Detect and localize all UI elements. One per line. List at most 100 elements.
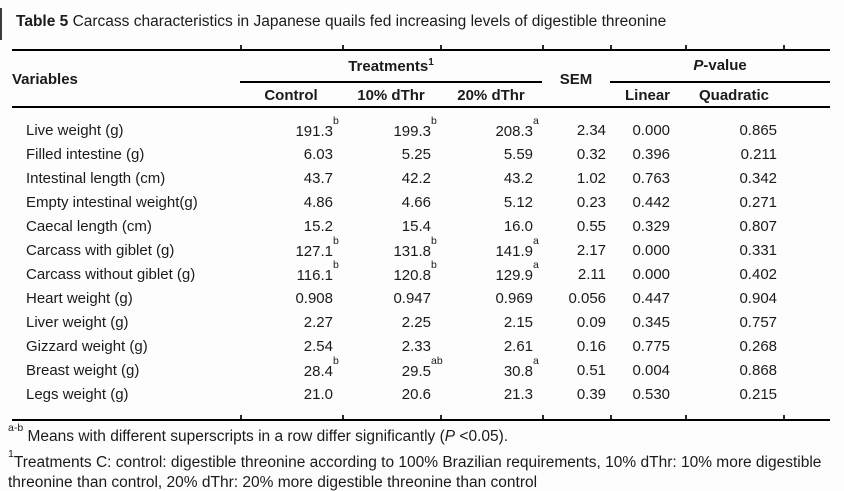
scan-artifact — [0, 8, 2, 40]
header-group-row: Variables Treatments1 SEM P-value — [12, 50, 831, 88]
row-label: Filled intestine (g) — [26, 145, 145, 163]
treatment-value: 43.2 — [440, 166, 542, 190]
value-number: 127.1 — [295, 242, 333, 260]
table-row: Heart weight (g) 0.908 0.947 0.969 0.056 0.44… — [12, 286, 830, 310]
treatment-value: 2.27 — [240, 310, 342, 334]
row-spacer-cell — [783, 190, 830, 214]
value-number: 0.969 — [495, 289, 534, 307]
treatment-value: 15.2 — [240, 214, 342, 238]
treatment-value: 120.8b — [393, 258, 437, 284]
p-quadratic-value: 0.268 — [739, 337, 778, 355]
treatment-value: 141.9a — [495, 234, 539, 260]
value-number: 199.3 — [393, 122, 431, 140]
value-number: 129.9 — [495, 266, 534, 284]
row-label: Caecal length (cm) — [26, 217, 152, 235]
value-number: 4.66 — [401, 193, 431, 211]
treatment-value: 199.3b — [393, 114, 437, 140]
sem-value: 0.55 — [576, 217, 607, 235]
row-spacer-cell — [783, 382, 830, 406]
treatment-value: 21.0 — [240, 382, 342, 406]
row-label: Gizzard weight (g) — [26, 337, 148, 355]
table-header: Variables Treatments1 SEM P-value Contro… — [12, 50, 831, 108]
p-linear-value: 0.329 — [632, 217, 671, 235]
header-bottom-rule — [12, 106, 830, 108]
column-header-spacer — [783, 82, 830, 108]
p-linear-value: 0.004 — [632, 361, 671, 379]
row-spacer-cell — [783, 286, 830, 310]
row-label: Intestinal length (cm) — [26, 169, 166, 187]
row-label: Breast weight (g) — [26, 361, 140, 379]
footnote-significance-end: <0.05). — [455, 428, 509, 446]
column-header-control: Control — [264, 87, 318, 104]
row-spacer-cell — [783, 358, 830, 382]
treatment-value: 127.1b — [295, 234, 339, 260]
value-number: 43.2 — [503, 169, 534, 187]
table-body: Live weight (g) 191.3b 199.3b 208.3a 2.34 0.0… — [12, 108, 830, 406]
column-boundary-tick — [440, 45, 442, 49]
column-boundary-tick — [240, 415, 242, 419]
table-row: Carcass without giblet (g) 116.1b 120.8b 12… — [12, 258, 830, 286]
p-linear-value: 0.000 — [632, 121, 671, 139]
row-label: Heart weight (g) — [26, 289, 133, 307]
row-label: Legs weight (g) — [26, 385, 129, 403]
treatment-value: 2.25 — [342, 310, 440, 334]
row-spacer-cell — [783, 310, 830, 334]
footnote-significance-text: Means with different superscripts in a r… — [23, 428, 445, 446]
column-group-treatments: Treatments1 — [240, 50, 543, 83]
table-row: Carcass with giblet (g) 127.1b 131.8b 141.9… — [12, 234, 830, 262]
treatment-value: 131.8b — [393, 234, 437, 260]
sem-value: 0.056 — [568, 289, 607, 307]
sem-value: 0.16 — [576, 337, 607, 355]
row-spacer-cell — [783, 238, 830, 262]
pvalue-label-rest: -value — [703, 57, 747, 74]
p-quadratic-value: 0.868 — [739, 361, 778, 379]
treatment-value: 28.4b — [303, 354, 339, 380]
value-number: 2.15 — [503, 313, 534, 331]
row-spacer-cell — [783, 334, 830, 358]
column-boundary-tick — [342, 45, 344, 49]
treatment-value: 0.947 — [342, 286, 440, 310]
p-linear-value: 0.000 — [632, 241, 671, 259]
pvalue-italic-p: P — [693, 57, 704, 74]
column-header-quadratic: Quadratic — [699, 87, 770, 104]
p-quadratic-value: 0.904 — [739, 289, 778, 307]
p-quadratic-value: 0.271 — [739, 193, 778, 211]
treatment-value: 0.969 — [440, 286, 542, 310]
column-boundary-tick — [685, 45, 687, 49]
sem-value: 0.51 — [576, 361, 607, 379]
footnote-treatments-line1: Treatments C: control: digestible threon… — [13, 454, 822, 472]
footnote-significance: a-b Means with different superscripts in… — [8, 422, 838, 447]
treatment-value: 5.25 — [342, 142, 440, 166]
treatment-value: 15.4 — [342, 214, 440, 238]
treatment-value: 29.5ab — [401, 354, 443, 380]
caption-table-number: Table 5 — [16, 13, 69, 30]
p-linear-value: 0.775 — [632, 337, 671, 355]
value-number: 5.12 — [503, 193, 534, 211]
footnote-superscript-ab: a-b — [8, 422, 24, 434]
treatment-value: 42.2 — [342, 166, 440, 190]
carcass-characteristics-table: Variables Treatments1 SEM P-value Contro… — [12, 50, 831, 406]
value-number: 131.8 — [393, 242, 431, 260]
table-bottom-rule — [12, 419, 830, 421]
value-number: 21.3 — [503, 385, 534, 403]
treatment-value: 129.9a — [495, 258, 539, 284]
table-row: Live weight (g) 191.3b 199.3b 208.3a 2.34 0.0… — [12, 108, 830, 142]
footnote-italic-p: P — [444, 428, 456, 446]
treatment-value: 21.3 — [440, 382, 542, 406]
sem-value: 2.34 — [576, 121, 607, 139]
p-quadratic-value: 0.402 — [739, 265, 778, 283]
column-boundary-tick — [783, 415, 785, 419]
p-quadratic-value: 0.211 — [740, 145, 778, 163]
value-number: 28.4 — [303, 362, 333, 380]
treatment-value: 2.54 — [240, 334, 342, 358]
table-caption: Table 5 Carcass characteristics in Japan… — [16, 11, 666, 33]
table-row: Caecal length (cm) 15.2 15.4 16.0 0.55 0.329 0… — [12, 214, 830, 238]
column-boundary-tick — [342, 415, 344, 419]
p-quadratic-value: 0.807 — [739, 217, 778, 235]
value-number: 0.908 — [295, 289, 333, 307]
value-number: 120.8 — [393, 266, 431, 284]
p-linear-value: 0.396 — [632, 145, 671, 163]
value-number: 0.947 — [393, 289, 431, 307]
p-quadratic-value: 0.342 — [739, 169, 778, 187]
treatment-value: 30.8a — [503, 354, 539, 380]
